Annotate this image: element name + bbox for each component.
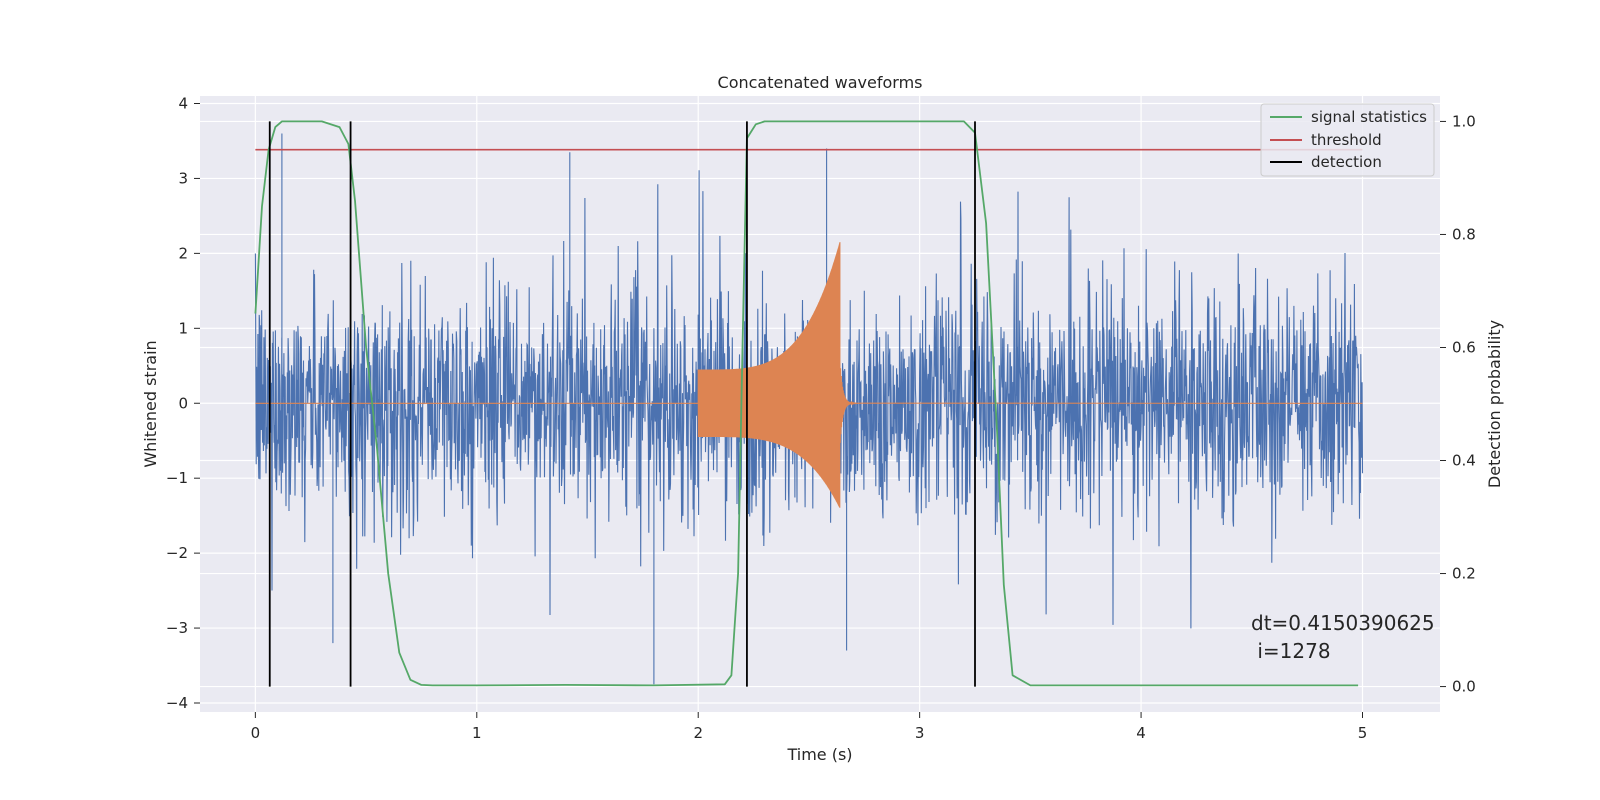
annotation-index: i=1278: [1251, 639, 1331, 663]
y2-axis-label: Detection probability: [1485, 320, 1504, 488]
y-tick-label-5: 1: [178, 319, 188, 337]
y2-tick-label-4: 0.8: [1452, 225, 1476, 243]
y2-tick-label-5: 1.0: [1452, 112, 1476, 130]
y-axis-label: Whitened strain: [141, 340, 160, 467]
x-tick-label-5: 5: [1358, 724, 1368, 742]
y-tick-label-2: −2: [166, 544, 188, 562]
y2-tick-label-0: 0.0: [1452, 678, 1476, 696]
legend-label-threshold: threshold: [1311, 131, 1382, 149]
y-tick-label-1: −3: [166, 619, 188, 637]
x-axis-ticks: 0 1 2 3 4 5: [251, 712, 1368, 742]
y2-tick-label-2: 0.4: [1452, 452, 1476, 470]
y2-tick-label-3: 0.6: [1452, 338, 1476, 356]
legend: signal statistics threshold detection: [1260, 103, 1435, 177]
x-tick-label-0: 0: [251, 724, 261, 742]
injected-chirp-line: [255, 242, 1363, 508]
signal-statistics-line: [254, 120, 1359, 687]
legend-label-signal-statistics: signal statistics: [1311, 108, 1427, 126]
legend-box: [1260, 103, 1435, 177]
plot-area: [254, 120, 1364, 687]
y-tick-label-6: 2: [178, 244, 188, 262]
x-axis-label: Time (s): [786, 745, 852, 764]
y-tick-label-7: 3: [178, 169, 188, 187]
legend-label-detection: detection: [1311, 153, 1382, 171]
x-tick-label-4: 4: [1136, 724, 1146, 742]
annotation-dt: dt=0.4150390625: [1251, 611, 1435, 635]
y2-axis-ticks: 0.0 0.2 0.4 0.6 0.8 1.0: [1440, 112, 1476, 696]
series-layer: [254, 120, 1364, 687]
x-tick-label-3: 3: [915, 724, 925, 742]
chart-title: Concatenated waveforms: [718, 73, 923, 92]
y-tick-label-8: 4: [178, 94, 188, 112]
y-tick-label-4: 0: [178, 394, 188, 412]
x-tick-label-1: 1: [472, 724, 482, 742]
y-tick-label-3: −1: [166, 469, 188, 487]
y2-tick-label-1: 0.2: [1452, 565, 1476, 583]
x-tick-label-2: 2: [693, 724, 703, 742]
y-tick-label-0: −4: [166, 694, 188, 712]
y-axis-ticks: −4 −3 −2 −1 0 1 2 3 4: [166, 94, 200, 712]
